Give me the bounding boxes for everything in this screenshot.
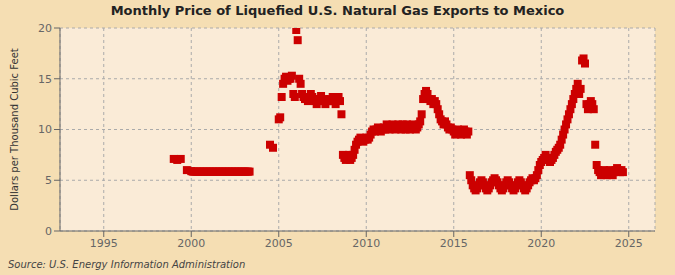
svg-text:2015: 2015 bbox=[440, 237, 468, 250]
svg-text:5: 5 bbox=[45, 174, 52, 187]
svg-text:0: 0 bbox=[45, 225, 52, 238]
svg-text:1995: 1995 bbox=[90, 237, 118, 250]
svg-text:2010: 2010 bbox=[352, 237, 380, 250]
svg-text:Dollars per Thousand Cubic Fee: Dollars per Thousand Cubic Feet bbox=[9, 48, 20, 211]
svg-text:2025: 2025 bbox=[615, 237, 643, 250]
svg-text:2005: 2005 bbox=[265, 237, 293, 250]
svg-text:2020: 2020 bbox=[527, 237, 555, 250]
html-text:Source: U.S. Energy Informatio: Source: U.S. Energy Information Administ… bbox=[8, 259, 246, 270]
svg-text:10: 10 bbox=[38, 123, 52, 136]
svg-text:15: 15 bbox=[38, 73, 52, 86]
svg-text:2000: 2000 bbox=[177, 237, 205, 250]
svg-text:20: 20 bbox=[38, 22, 52, 35]
html-text:Monthly Price of Liquefied U.S: Monthly Price of Liquefied U.S. Natural … bbox=[110, 3, 565, 18]
